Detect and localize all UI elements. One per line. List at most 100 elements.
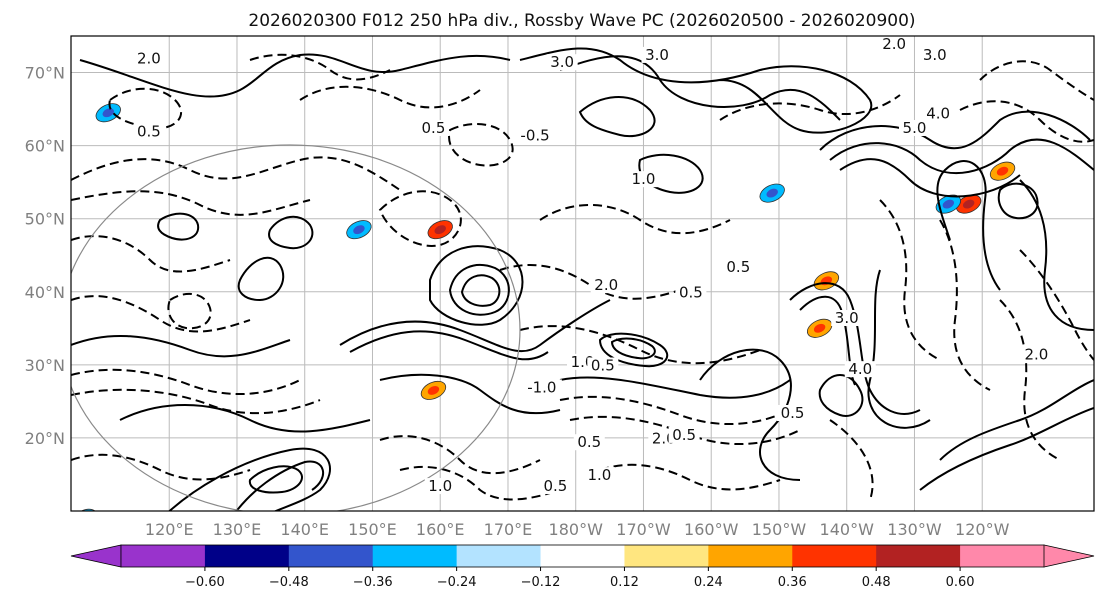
- shaded-patch: [95, 103, 121, 123]
- contour-label: 1.0: [632, 170, 656, 188]
- latitude-label: 20°N: [25, 429, 65, 448]
- contour-label-bg: [546, 54, 578, 71]
- longitude-label: 120°W: [955, 520, 1010, 539]
- contour-label-bg: [424, 478, 456, 495]
- contour-label-bg: [831, 310, 863, 326]
- contour-line: [168, 447, 331, 511]
- colorbar-tick-label: −0.48: [269, 575, 309, 590]
- colorbar-bin: [540, 545, 625, 567]
- shaded-patch-core: [427, 385, 440, 395]
- shaded-patch: [989, 161, 1016, 181]
- contour-label: 0.5: [726, 258, 750, 276]
- contour-line: [610, 337, 656, 360]
- colorbar-bin: [792, 545, 877, 567]
- longitude-label: 150°W: [752, 520, 807, 539]
- shaded-patch: [427, 220, 453, 240]
- contour-label-bg: [668, 426, 700, 443]
- contour-label-bg: [583, 467, 615, 484]
- shaded-patch: [806, 318, 833, 338]
- colorbar: −0.60 −0.48 −0.36 −0.24 −0.12 0.12 0.24 0.36 0.4…: [70, 544, 1095, 590]
- latitude-label: 40°N: [25, 283, 65, 302]
- colorbar-bin: [288, 545, 374, 567]
- shaded-patch-core: [77, 512, 91, 524]
- contour-label-bg: [641, 46, 673, 63]
- contour-line: [829, 419, 874, 501]
- contour-line: [379, 373, 561, 415]
- contour-label-bg: [573, 434, 605, 451]
- colorbar-tick-label: 0.36: [778, 575, 807, 590]
- colorbar-bin: [708, 545, 793, 567]
- contour-line: [559, 376, 791, 399]
- contour-label: 0.5: [679, 283, 703, 301]
- contour-label: 4.0: [926, 104, 950, 122]
- contour-label-bg: [417, 120, 449, 136]
- contour-label: 4.0: [848, 360, 872, 378]
- contour-line: [71, 368, 301, 395]
- shaded-patch-core: [102, 108, 114, 118]
- contour-line: [235, 460, 324, 511]
- contour-label: 0.5: [543, 477, 567, 495]
- contour-label-bg: [133, 123, 165, 140]
- contour-line: [539, 204, 731, 235]
- contour-line: [839, 158, 1021, 198]
- colorbar-over-arrow: [1043, 544, 1095, 568]
- contour-label: 3.0: [835, 309, 859, 327]
- contour-line: [79, 53, 511, 98]
- colorbar-bin: [960, 545, 1045, 567]
- contour-label: 0.5: [672, 426, 696, 444]
- contour-line: [399, 466, 561, 501]
- contour-label-bg: [515, 127, 556, 144]
- shaded-patch: [420, 380, 447, 400]
- contour-line: [448, 264, 510, 316]
- contour-line: [71, 190, 311, 216]
- contour-label: 0.5: [781, 404, 805, 422]
- contour-label: 2.0: [594, 276, 618, 294]
- contour-line: [71, 235, 231, 273]
- contour-line: [519, 325, 761, 365]
- contour-label: 1.0: [428, 477, 452, 495]
- longitude-label: 170°W: [616, 520, 671, 539]
- contour-line: [559, 395, 791, 425]
- contour-line: [339, 299, 611, 353]
- contour-line: [818, 374, 864, 417]
- contour-line: [268, 215, 314, 250]
- longitude-label: 160°W: [684, 520, 739, 539]
- contour-label-bg: [133, 50, 165, 67]
- contour-line: [249, 53, 391, 81]
- positive-contours: [71, 47, 1094, 511]
- colorbar-bin: [456, 545, 542, 567]
- latitude-labels: 70°N 60°N 50°N 40°N 30°N 20°N: [25, 64, 65, 448]
- shaded-patch: [813, 271, 840, 291]
- colorbar-tick-label: −0.60: [185, 575, 225, 590]
- contour-label-bg: [521, 379, 562, 396]
- contour-line: [559, 55, 841, 121]
- contour-line: [936, 160, 1001, 291]
- contour-label: 0.5: [137, 123, 161, 141]
- contour-line: [879, 199, 941, 361]
- contour-line: [789, 282, 921, 415]
- longitude-label: 150°E: [348, 520, 397, 539]
- map-title: 2026020300 F012 250 hPa div., Rossby Wav…: [248, 11, 915, 31]
- contour-label: 3.0: [923, 46, 947, 64]
- contour-line: [959, 100, 1094, 143]
- contour-line: [499, 264, 681, 300]
- contour-line: [569, 415, 801, 445]
- colorbar-tick-label: −0.36: [353, 575, 393, 590]
- contour-line: [167, 292, 212, 330]
- colorbar-tick-label: −0.24: [437, 575, 477, 590]
- contour-label: 0.5: [577, 433, 601, 451]
- contour-label-bg: [1020, 346, 1052, 363]
- longitude-labels: 120°E 130°E 140°E 150°E 160°E 170°E 180°W 170°W…: [145, 520, 1010, 539]
- contour-label-bg: [675, 284, 707, 301]
- contour-line: [108, 87, 183, 130]
- contour-line: [867, 269, 931, 429]
- contour-label-bg: [722, 258, 754, 275]
- latitude-label: 50°N: [25, 210, 65, 229]
- longitude-label: 140°E: [280, 520, 329, 539]
- contour-label-bg: [898, 120, 930, 136]
- contour-label: 2.0: [882, 35, 906, 53]
- colorbar-bin: [876, 545, 961, 567]
- contour-line: [71, 334, 291, 358]
- contour-line: [997, 182, 1039, 220]
